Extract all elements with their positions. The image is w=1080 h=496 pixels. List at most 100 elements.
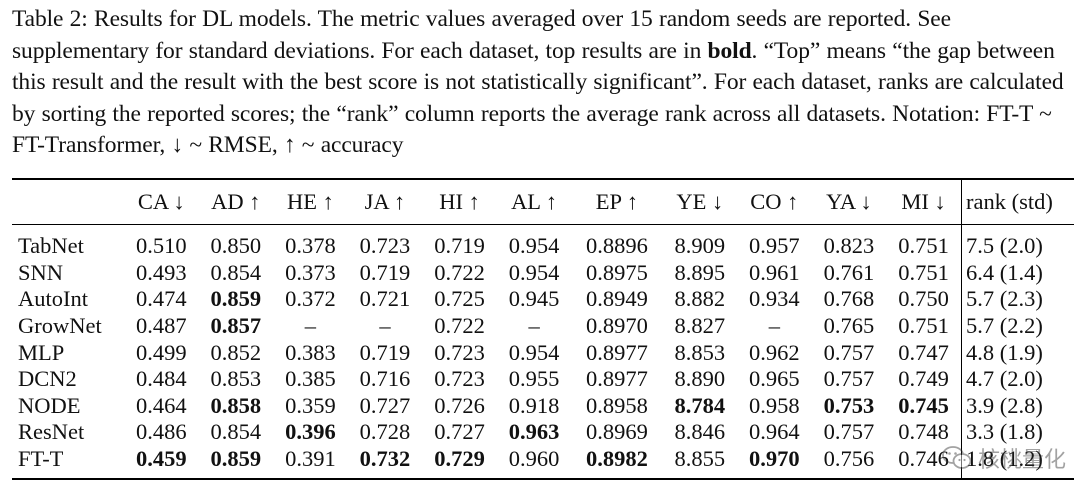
metric-cell: 0.751 <box>898 313 949 339</box>
table-row: MLP 0.499 0.852 0.383 0.719 0.723 0.954 0.8977 8… <box>12 339 1074 366</box>
column-header: AL ↑ <box>511 189 558 214</box>
metric-cell: 0.757 <box>823 366 875 392</box>
table-row: SNN 0.493 0.854 0.373 0.719 0.722 0.954 0.8975 8… <box>12 259 1074 287</box>
metric-cell: 0.8982 <box>586 446 648 472</box>
metric-cell: – <box>528 313 540 339</box>
table-row: ResNet 0.486 0.854 0.396 0.728 0.727 0.963 0.89… <box>12 419 1074 446</box>
model-column-header <box>12 179 124 225</box>
metric-cell: 0.749 <box>898 366 949 392</box>
metric-cell: 0.970 <box>749 446 800 472</box>
metric-cell: 0.722 <box>434 313 485 339</box>
metric-cell: 0.484 <box>135 366 187 392</box>
rank-cell: 3.9 (2.8) <box>961 392 1074 420</box>
model-name-cell: ResNet <box>18 419 85 445</box>
metric-cell: 0.729 <box>434 446 485 472</box>
metric-cell: 0.8975 <box>586 259 648 285</box>
metric-cell: 0.487 <box>135 313 187 339</box>
metric-cell: 0.383 <box>285 339 336 365</box>
metric-cell: 0.751 <box>898 233 949 259</box>
column-header: MI ↓ <box>901 189 946 214</box>
metric-cell: 0.765 <box>823 313 875 339</box>
rank-cell: 1.8 (1.2) <box>961 445 1074 480</box>
metric-cell: 0.723 <box>434 366 485 392</box>
metric-cell: 0.850 <box>210 233 262 259</box>
metric-cell: 0.854 <box>210 419 262 445</box>
rank-cell: 5.7 (2.2) <box>961 312 1074 340</box>
metric-cell: 0.726 <box>434 392 485 418</box>
metric-cell: 0.955 <box>508 366 560 392</box>
rank-cell: 4.8 (1.9) <box>961 339 1074 366</box>
metric-cell: 8.846 <box>674 419 726 445</box>
table-row: NODE 0.464 0.858 0.359 0.727 0.726 0.918 0.8958… <box>12 392 1074 420</box>
column-header: AD ↑ <box>211 189 261 214</box>
results-table-container: CA ↓ AD ↑ HE ↑ JA ↑ HI ↑ AL ↑ EP ↑ YE ↓ CO ↑ YA ↓… <box>12 178 1074 480</box>
metric-cell: 0.746 <box>898 446 949 472</box>
metric-cell: 0.954 <box>508 233 560 259</box>
metric-cell: 0.748 <box>898 419 949 445</box>
column-header: YE ↓ <box>676 189 724 214</box>
rank-cell: 4.7 (2.0) <box>961 365 1074 393</box>
metric-cell: 8.855 <box>674 446 726 472</box>
wechat-logo-icon <box>942 446 972 469</box>
metric-cell: 0.8896 <box>586 233 648 259</box>
metric-cell: 0.378 <box>285 233 336 259</box>
metric-cell: 0.853 <box>210 366 262 392</box>
table-row: AutoInt 0.474 0.859 0.372 0.721 0.725 0.945 0.8… <box>12 286 1074 313</box>
metric-cell: 0.716 <box>359 366 411 392</box>
metric-cell: 0.373 <box>285 259 336 285</box>
metric-cell: 8.827 <box>674 313 726 339</box>
column-header: JA ↑ <box>364 189 406 214</box>
metric-cell: 0.958 <box>749 392 800 418</box>
metric-cell: 0.725 <box>434 286 485 312</box>
metric-cell: 0.934 <box>749 286 800 312</box>
metric-cell: 0.963 <box>508 419 560 445</box>
metric-cell: 0.823 <box>823 233 875 259</box>
model-name-cell: SNN <box>18 259 64 285</box>
table-header-row: CA ↓ AD ↑ HE ↑ JA ↑ HI ↑ AL ↑ EP ↑ YE ↓ CO ↑ YA ↓… <box>12 179 1074 225</box>
rank-cell: 5.7 (2.3) <box>961 286 1074 313</box>
metric-cell: 0.918 <box>508 392 560 418</box>
rank-cell: 6.4 (1.4) <box>961 259 1074 287</box>
model-name-cell: FT-T <box>18 446 64 472</box>
metric-cell: 0.8977 <box>586 366 648 392</box>
metric-cell: 0.722 <box>434 259 485 285</box>
metric-cell: 0.727 <box>434 419 485 445</box>
metric-cell: 8.895 <box>674 259 726 285</box>
model-name-cell: MLP <box>18 339 65 365</box>
metric-cell: 0.858 <box>210 392 262 418</box>
metric-cell: 0.459 <box>135 446 187 472</box>
metric-cell: 0.954 <box>508 339 560 365</box>
table-row: FT-T 0.459 0.859 0.391 0.732 0.729 0.960 0.8982… <box>12 445 1074 480</box>
metric-cell: 0.857 <box>210 313 262 339</box>
metric-cell: 0.719 <box>359 339 411 365</box>
rank-cell: 3.3 (1.8) <box>961 419 1074 446</box>
table-row: DCN2 0.484 0.853 0.385 0.716 0.723 0.955 0.8977… <box>12 365 1074 393</box>
metric-cell: 0.493 <box>135 259 187 285</box>
metric-cell: 0.854 <box>210 259 262 285</box>
metric-cell: 0.757 <box>823 419 875 445</box>
metric-cell: 0.753 <box>823 392 875 418</box>
results-table: CA ↓ AD ↑ HE ↑ JA ↑ HI ↑ AL ↑ EP ↑ YE ↓ CO ↑ YA ↓… <box>12 178 1074 480</box>
metric-cell: – <box>379 313 391 339</box>
column-header: HE ↑ <box>286 189 334 214</box>
column-header: EP ↑ <box>595 189 639 214</box>
watermark: 核桃量化 <box>942 442 1066 474</box>
metric-cell: 0.486 <box>135 419 187 445</box>
metric-cell: 8.853 <box>674 339 726 365</box>
metric-cell: 0.859 <box>210 446 262 472</box>
table-body: TabNet 0.510 0.850 0.378 0.723 0.719 0.954 0.88… <box>12 224 1074 480</box>
metric-cell: 0.859 <box>210 286 262 312</box>
metric-cell: 0.727 <box>359 392 411 418</box>
column-header: CO ↑ <box>750 189 799 214</box>
metric-cell: 0.372 <box>285 286 336 312</box>
model-name-cell: NODE <box>18 392 81 418</box>
metric-cell: 0.728 <box>359 419 411 445</box>
metric-cell: – <box>304 313 317 339</box>
metric-cell: 0.396 <box>285 419 336 445</box>
watermark-text: 核桃量化 <box>977 448 1066 473</box>
metric-cell: 0.719 <box>434 233 485 259</box>
metric-cell: 0.965 <box>749 366 800 392</box>
metric-cell: 0.852 <box>210 339 262 365</box>
metric-cell: 0.510 <box>135 233 187 259</box>
metric-cell: 8.784 <box>674 392 726 418</box>
